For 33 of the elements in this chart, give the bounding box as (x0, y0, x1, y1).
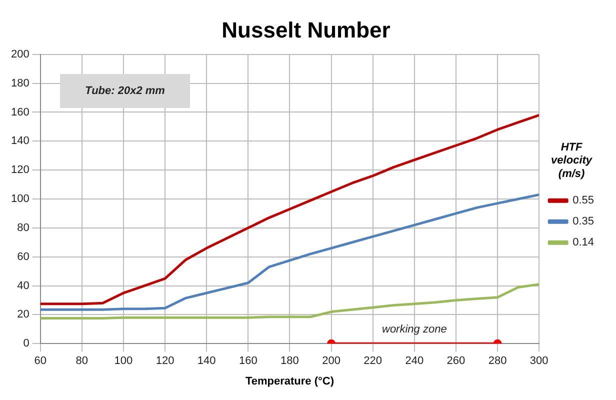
x-tick-label: 60 (34, 355, 46, 368)
note-box: Tube: 20x2 mm (60, 74, 190, 108)
y-tick-label: 160 (10, 106, 30, 118)
y-tick-label: 140 (10, 135, 30, 148)
x-tick-label: 100 (114, 355, 133, 368)
x-tick-label: 120 (156, 355, 174, 368)
annotation: working zone (382, 324, 447, 336)
legend-title: HTF velocity (m/s) (551, 141, 593, 180)
y-tick-label: 20 (17, 308, 30, 321)
y-tick-label: 0 (23, 338, 30, 350)
x-tick-label: 220 (364, 355, 382, 368)
legend-label: 0.55 (572, 194, 594, 207)
x-axis-title: Temperature (°C) (245, 375, 334, 388)
x-tick-label: 300 (530, 355, 548, 368)
y-tick-label: 40 (17, 280, 30, 292)
x-tick-label: 160 (238, 355, 258, 368)
y-tick-label: 80 (17, 222, 30, 234)
legend-label: 0.35 (572, 216, 594, 228)
x-tick-label: 240 (405, 355, 424, 368)
y-tick-label: 120 (10, 164, 30, 176)
annotation: Tube: 20x2 mm (85, 85, 165, 97)
x-tick-label: 200 (322, 355, 340, 368)
x-tick-label: 260 (446, 355, 466, 368)
y-tick-label: 100 (10, 193, 30, 206)
x-tick-label: 180 (280, 355, 299, 368)
x-tick-label: 140 (197, 355, 216, 368)
x-tick-label: 280 (488, 355, 507, 368)
y-tick-label: 180 (10, 77, 30, 90)
y-tick-label: 200 (10, 48, 30, 60)
legend-label: 0.14 (572, 236, 594, 249)
chart-title: Nusselt Number (222, 17, 391, 42)
x-tick-label: 80 (76, 355, 88, 368)
y-tick-label: 60 (17, 250, 30, 263)
